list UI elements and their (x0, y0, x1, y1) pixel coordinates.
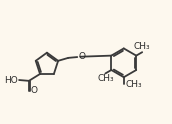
Text: CH₃: CH₃ (134, 42, 150, 51)
Text: CH₃: CH₃ (97, 74, 114, 83)
Text: HO: HO (4, 76, 18, 85)
Text: O: O (78, 52, 85, 61)
Text: O: O (31, 86, 37, 95)
Text: CH₃: CH₃ (126, 80, 142, 89)
